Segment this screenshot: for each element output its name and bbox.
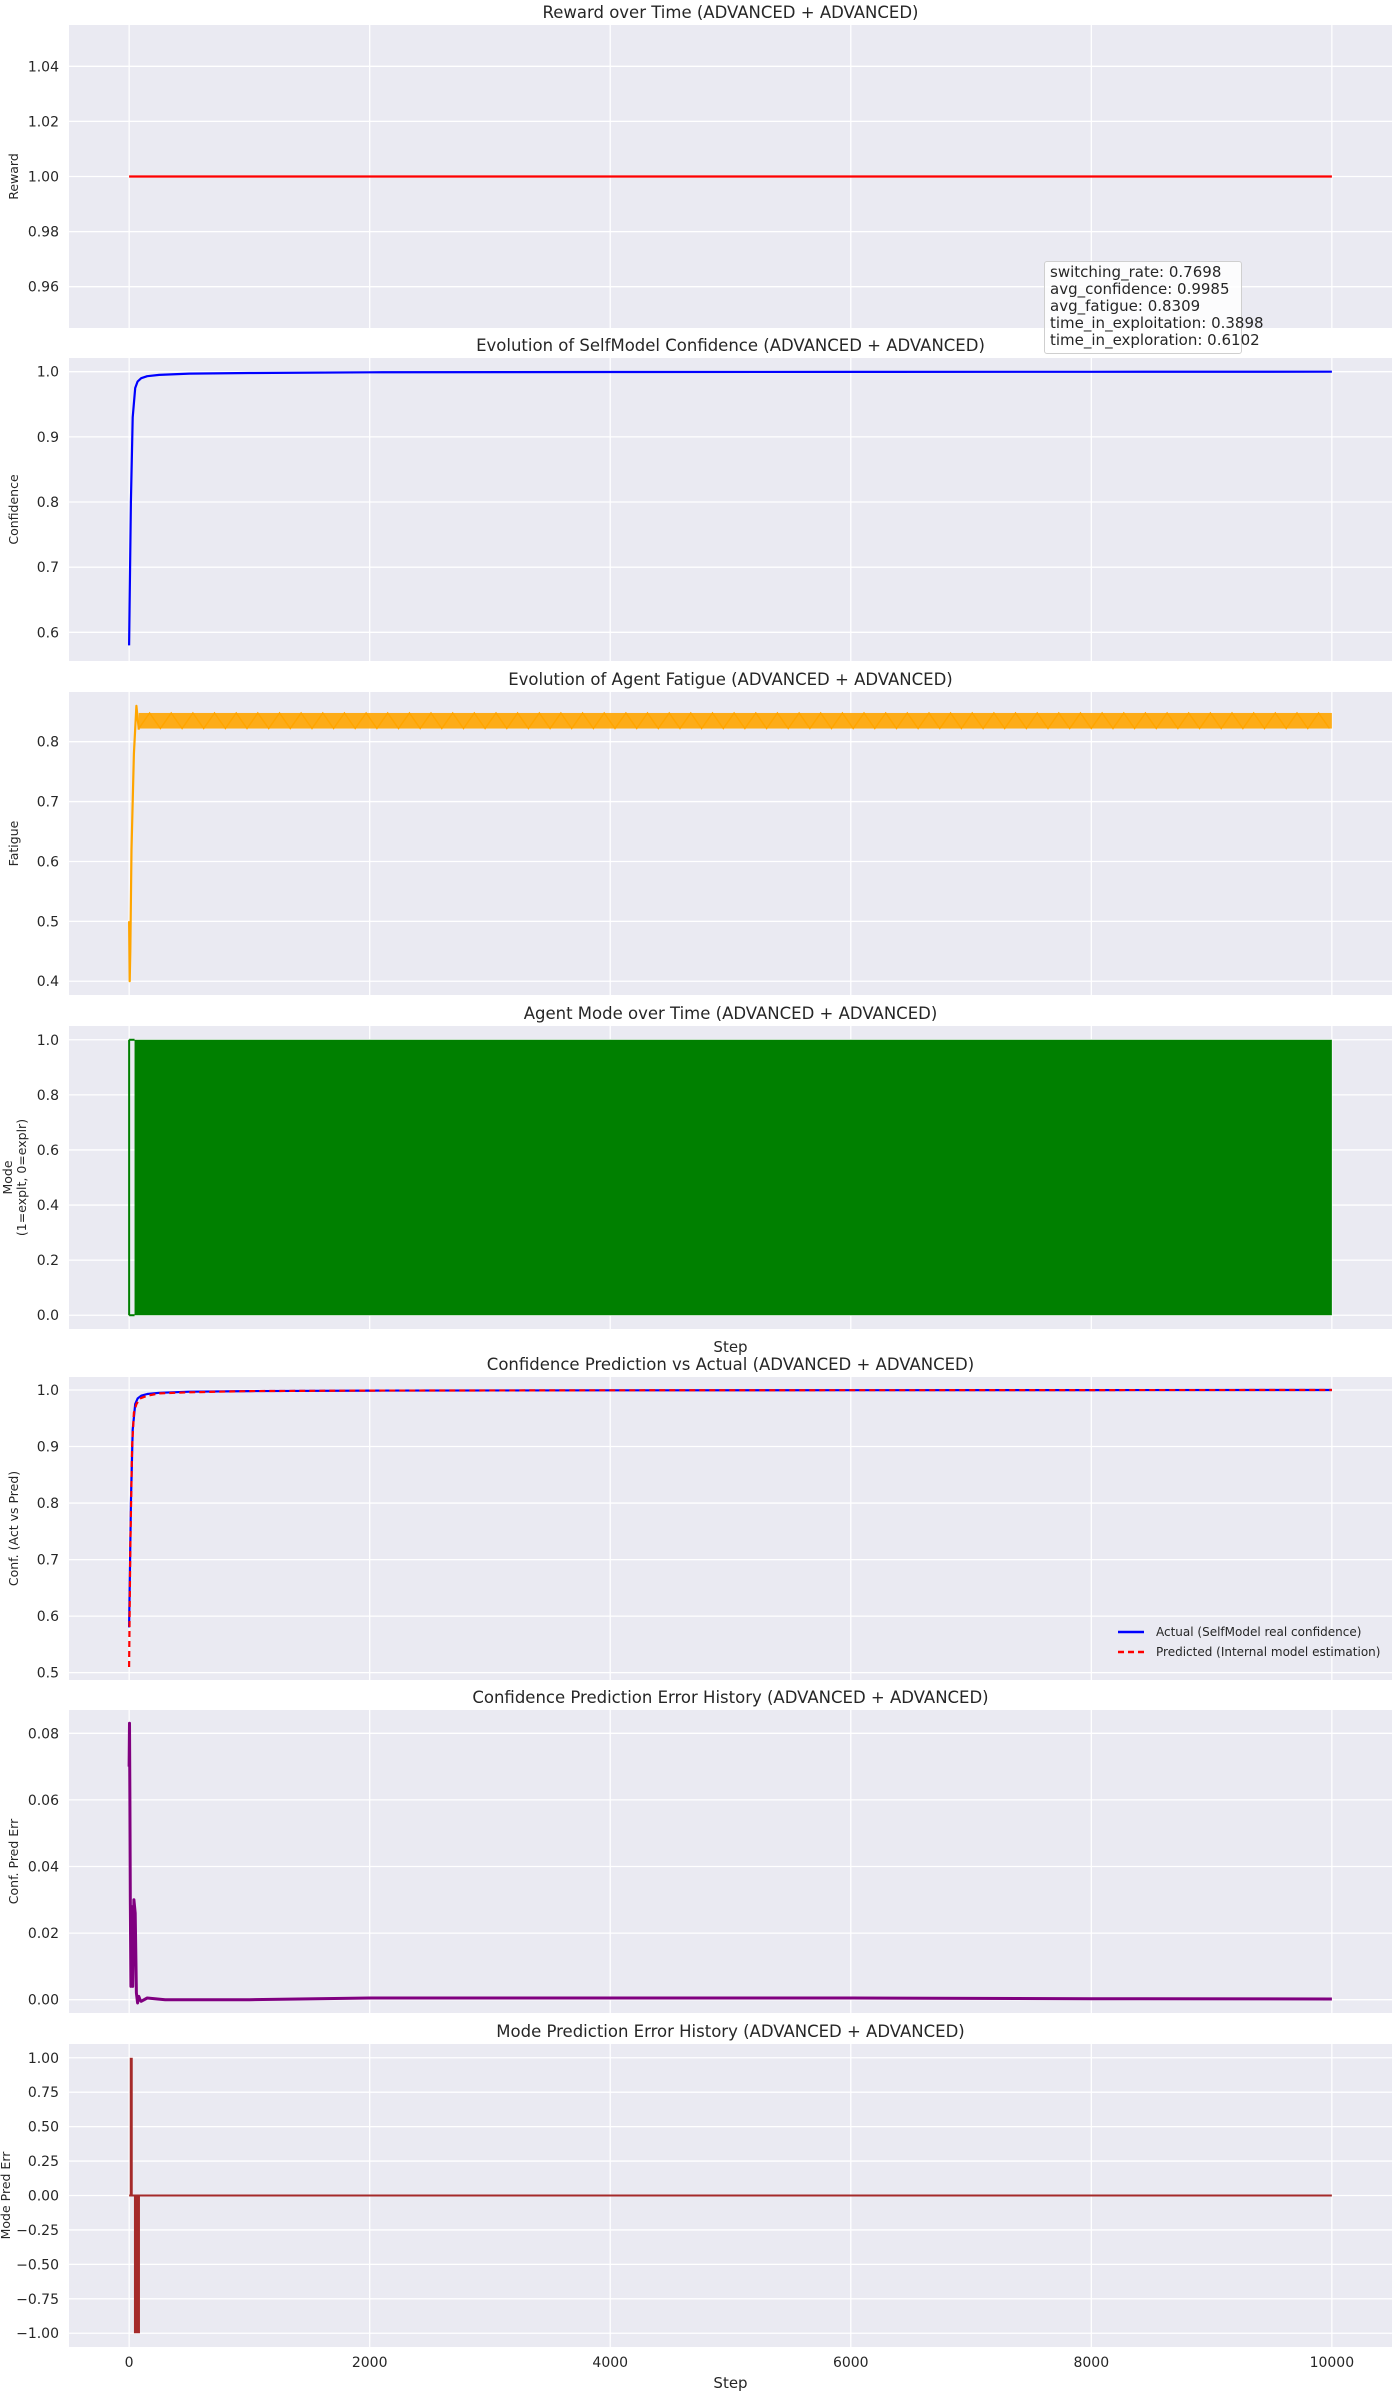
y-tick-label: 0.8 — [37, 495, 59, 511]
y-tick-label: 0.7 — [37, 1553, 59, 1569]
chart-panel-5: 0.5 0.6 0.7 0.8 0.9 1.0 Confidence Prediction … — [6, 1355, 1392, 1682]
y-tick-label: 1.00 — [28, 170, 59, 186]
stats-line-avg-confidence: avg_confidence: 0.9985 — [1050, 280, 1230, 298]
series-fatigue — [128, 704, 140, 983]
y-tick-label: 0.6 — [37, 854, 59, 870]
chart-title: Confidence Prediction vs Actual (ADVANCE… — [487, 1355, 974, 1374]
y-axis-label: Confidence — [6, 474, 21, 545]
y-tick-label: 0.50 — [28, 2120, 59, 2136]
legend: Actual (SelfModel real confidence) Predic… — [1118, 1625, 1380, 1659]
series-predicted-internal-model-estimation — [128, 1388, 1332, 1668]
chart-panel-7: −1.00 −0.75 −0.50 −0.25 0.00 0.25 0.50 0.75 1.00… — [0, 2022, 1392, 2392]
y-tick-label: 0.2 — [37, 1253, 59, 1269]
series-mode-pred-err-spike — [129, 2057, 133, 2196]
legend-entry: Predicted (Internal model estimation) — [1156, 1645, 1380, 1659]
y-tick-label: 0.06 — [28, 1793, 59, 1809]
chart-title: Agent Mode over Time (ADVANCED + ADVANCE… — [524, 1004, 938, 1023]
y-axis-label: (1=explt, 0=explr) — [14, 1119, 29, 1236]
y-tick-label: 1.04 — [28, 59, 59, 75]
y-tick-label: 0.98 — [28, 225, 59, 241]
y-tick-label: 0.04 — [28, 1859, 59, 1875]
y-tick-label: 0.6 — [37, 1143, 59, 1159]
x-tick-label: 8000 — [1073, 2355, 1109, 2371]
y-tick-label: 0.5 — [37, 1666, 59, 1682]
x-tick-label: 2000 — [352, 2355, 388, 2371]
y-tick-label: 0.7 — [37, 560, 59, 576]
plot-area — [69, 1377, 1392, 1680]
y-tick-label: 0.25 — [28, 2154, 59, 2170]
y-axis-label: Mode — [0, 1160, 15, 1194]
y-axis-label: Mode Pred Err — [0, 2151, 13, 2240]
y-tick-label: 0.6 — [37, 625, 59, 641]
y-tick-label: 1.0 — [37, 365, 59, 381]
y-tick-label: 0.5 — [37, 914, 59, 930]
y-tick-label: 0.9 — [37, 1440, 59, 1456]
y-tick-label: 0.96 — [28, 280, 59, 296]
chart-title: Reward over Time (ADVANCED + ADVANCED) — [543, 3, 919, 22]
chart-title: Mode Prediction Error History (ADVANCED … — [496, 2022, 964, 2041]
series-fatigue-oscillation — [138, 711, 1331, 730]
y-tick-label: 0.08 — [28, 1726, 59, 1742]
y-axis-label: Conf. (Act vs Pred) — [6, 1471, 21, 1586]
y-tick-label: 0.00 — [28, 2189, 59, 2205]
plot-area — [69, 358, 1392, 661]
y-axis-label: Conf. Pred Err — [6, 1818, 21, 1904]
y-tick-label: 0.9 — [37, 430, 59, 446]
stats-line-switching-rate: switching_rate: 0.7698 — [1050, 263, 1222, 281]
series-confidence — [128, 370, 1332, 646]
y-axis-label: Fatigue — [6, 820, 21, 866]
y-tick-label: 0.4 — [37, 974, 59, 990]
y-tick-label: 0.8 — [37, 1496, 59, 1512]
x-tick-label: 4000 — [592, 2355, 628, 2371]
series-fatigue-oscillation-band — [138, 712, 1332, 729]
series-mode-pred-err-spike — [133, 2195, 140, 2334]
x-tick-label: 0 — [125, 2355, 134, 2371]
stats-line-time-in-exploration: time_in_exploration: 0.6102 — [1050, 331, 1260, 349]
stats-line-avg-fatigue: avg_fatigue: 0.8309 — [1050, 297, 1201, 315]
y-tick-label: −0.75 — [16, 2292, 59, 2308]
y-tick-label: −0.50 — [16, 2257, 59, 2273]
chart-panel-2: 0.6 0.7 0.8 0.9 1.0 Evolution of SelfModel Co… — [6, 336, 1392, 661]
y-tick-label: 0.8 — [37, 1088, 59, 1104]
y-tick-label: 0.8 — [37, 735, 59, 751]
y-tick-label: 1.0 — [37, 1383, 59, 1399]
y-tick-label: 1.00 — [28, 2051, 59, 2067]
chart-title: Evolution of SelfModel Confidence (ADVAN… — [476, 336, 985, 355]
x-tick-label: 10000 — [1310, 2355, 1355, 2371]
y-tick-label: 0.0 — [37, 1308, 59, 1324]
y-axis-label: Reward — [6, 153, 21, 200]
y-tick-label: −0.25 — [16, 2223, 59, 2239]
plot-area — [69, 1710, 1392, 2013]
legend-entry: Actual (SelfModel real confidence) — [1156, 1625, 1361, 1639]
y-tick-label: 0.4 — [37, 1198, 59, 1214]
y-tick-label: −1.00 — [16, 2326, 59, 2342]
y-tick-label: 0.00 — [28, 1993, 59, 2009]
y-tick-label: 0.6 — [37, 1609, 59, 1625]
x-tick-label: 6000 — [833, 2355, 869, 2371]
chart-panel-6: 0.00 0.02 0.04 0.06 0.08 Confidence Predictio… — [6, 1688, 1392, 2013]
x-axis-label: Step — [713, 2374, 747, 2392]
chart-panel-3: 0.4 0.5 0.6 0.7 0.8 Evolution of Agent Fatigu… — [6, 670, 1392, 995]
y-tick-label: 0.75 — [28, 2085, 59, 2101]
y-tick-label: 0.02 — [28, 1926, 59, 1942]
x-axis-label: Step — [713, 1338, 747, 1356]
y-tick-label: 1.0 — [37, 1033, 59, 1049]
chart-panel-4: 0.0 0.2 0.4 0.6 0.8 1.0 Agent Mode over Time (… — [0, 1004, 1392, 1356]
stats-line-time-in-exploitation: time_in_exploitation: 0.3898 — [1050, 314, 1264, 332]
y-tick-label: 1.02 — [28, 114, 59, 130]
stats-annotation-box: switching_rate: 0.7698 avg_confidence: 0… — [1044, 261, 1264, 354]
y-tick-label: 0.7 — [37, 795, 59, 811]
series-conf-pred-err — [127, 1721, 1332, 2005]
chart-panel-1: 0.96 0.98 1.00 1.02 1.04 Reward over Time (AD… — [6, 3, 1392, 328]
chart-title: Confidence Prediction Error History (ADV… — [472, 1688, 988, 1707]
series-mode-switching-block — [134, 1039, 1332, 1316]
plot-area — [69, 692, 1392, 995]
chart-title: Evolution of Agent Fatigue (ADVANCED + A… — [508, 670, 953, 689]
